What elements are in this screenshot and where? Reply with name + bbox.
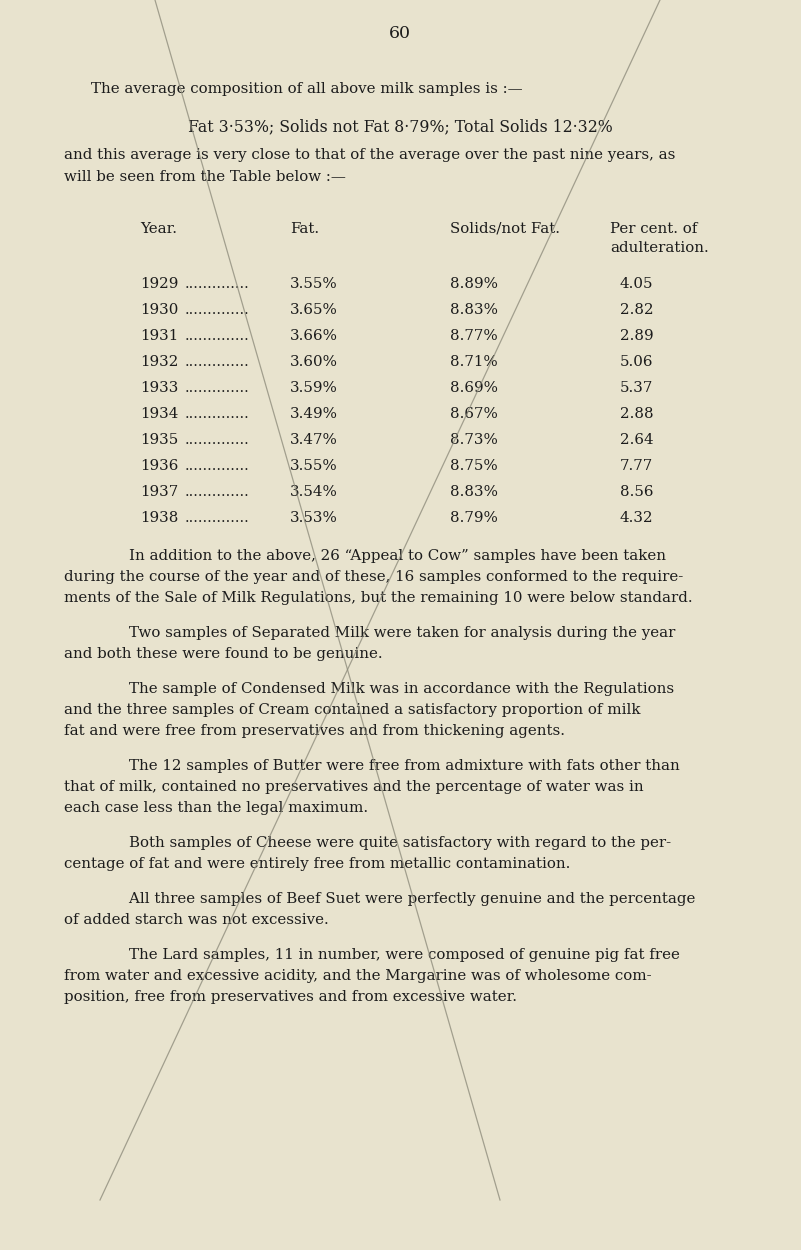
Text: each case less than the legal maximum.: each case less than the legal maximum. — [64, 801, 368, 815]
Text: that of milk, contained no preservatives and the percentage of water was in: that of milk, contained no preservatives… — [64, 780, 644, 794]
Text: 1934: 1934 — [140, 408, 179, 421]
Text: Both samples of Cheese were quite satisfactory with regard to the per-: Both samples of Cheese were quite satisf… — [110, 836, 671, 850]
Text: The sample of Condensed Milk was in accordance with the Regulations: The sample of Condensed Milk was in acco… — [110, 682, 674, 696]
Text: 60: 60 — [389, 25, 411, 42]
Text: 2.89: 2.89 — [620, 329, 654, 342]
Text: 8.89%: 8.89% — [450, 278, 498, 291]
Text: 8.69%: 8.69% — [450, 381, 498, 395]
Text: Two samples of Separated Milk were taken for analysis during the year: Two samples of Separated Milk were taken… — [110, 626, 675, 640]
Text: 8.73%: 8.73% — [450, 432, 498, 447]
Text: 7.77: 7.77 — [620, 459, 654, 472]
Text: 3.49%: 3.49% — [290, 408, 338, 421]
Text: 1937: 1937 — [140, 485, 179, 499]
Text: 1938: 1938 — [140, 511, 179, 525]
Text: fat and were free from preservatives and from thickening agents.: fat and were free from preservatives and… — [64, 724, 565, 738]
Text: ..............: .............. — [185, 278, 250, 291]
Text: 3.55%: 3.55% — [290, 278, 338, 291]
Text: 8.67%: 8.67% — [450, 408, 498, 421]
Text: Year.: Year. — [140, 222, 177, 236]
Text: 8.77%: 8.77% — [450, 329, 497, 342]
Text: 1929: 1929 — [140, 278, 179, 291]
Text: The Lard samples, 11 in number, were composed of genuine pig fat free: The Lard samples, 11 in number, were com… — [110, 948, 680, 962]
Text: ..............: .............. — [185, 511, 250, 525]
Text: 1931: 1931 — [140, 329, 179, 342]
Text: ..............: .............. — [185, 302, 250, 318]
Text: 8.71%: 8.71% — [450, 355, 497, 369]
Text: ..............: .............. — [185, 355, 250, 369]
Text: 8.83%: 8.83% — [450, 485, 498, 499]
Text: 5.37: 5.37 — [620, 381, 654, 395]
Text: 3.55%: 3.55% — [290, 459, 338, 472]
Text: ..............: .............. — [185, 432, 250, 447]
Text: 1935: 1935 — [140, 432, 179, 447]
Text: 4.32: 4.32 — [620, 511, 654, 525]
Text: Solids/not Fat.: Solids/not Fat. — [450, 222, 560, 236]
Text: adulteration.: adulteration. — [610, 241, 709, 255]
Text: 3.65%: 3.65% — [290, 302, 338, 318]
Text: 3.59%: 3.59% — [290, 381, 338, 395]
Text: 8.79%: 8.79% — [450, 511, 498, 525]
Text: of added starch was not excessive.: of added starch was not excessive. — [64, 912, 328, 928]
Text: will be seen from the Table below :—: will be seen from the Table below :— — [64, 170, 346, 184]
Text: 2.82: 2.82 — [620, 302, 654, 318]
Text: The average composition of all above milk samples is :—: The average composition of all above mil… — [91, 82, 522, 96]
Text: during the course of the year and of these, 16 samples conformed to the require-: during the course of the year and of the… — [64, 570, 683, 584]
Text: ..............: .............. — [185, 381, 250, 395]
Text: ..............: .............. — [185, 459, 250, 472]
Text: Fat.: Fat. — [290, 222, 319, 236]
Text: 4.05: 4.05 — [620, 278, 654, 291]
Text: ..............: .............. — [185, 329, 250, 342]
Text: 1933: 1933 — [140, 381, 179, 395]
Text: 3.53%: 3.53% — [290, 511, 338, 525]
Text: position, free from preservatives and from excessive water.: position, free from preservatives and fr… — [64, 990, 517, 1004]
Text: 1932: 1932 — [140, 355, 179, 369]
Text: 3.60%: 3.60% — [290, 355, 338, 369]
Text: Fat 3·53%; Solids not Fat 8·79%; Total Solids 12·32%: Fat 3·53%; Solids not Fat 8·79%; Total S… — [187, 118, 613, 135]
Text: 8.75%: 8.75% — [450, 459, 497, 472]
Text: ..............: .............. — [185, 408, 250, 421]
Text: from water and excessive acidity, and the Margarine was of wholesome com-: from water and excessive acidity, and th… — [64, 969, 652, 982]
Text: and this average is very close to that of the average over the past nine years, : and this average is very close to that o… — [64, 148, 675, 162]
Text: 8.83%: 8.83% — [450, 302, 498, 318]
Text: 5.06: 5.06 — [620, 355, 654, 369]
Text: 1936: 1936 — [140, 459, 179, 472]
Text: 3.66%: 3.66% — [290, 329, 338, 342]
Text: The 12 samples of Butter were free from admixture with fats other than: The 12 samples of Butter were free from … — [110, 759, 680, 772]
Text: 1930: 1930 — [140, 302, 179, 318]
Text: ..............: .............. — [185, 485, 250, 499]
Text: 8.56: 8.56 — [620, 485, 654, 499]
Text: 3.47%: 3.47% — [290, 432, 338, 447]
Text: 2.64: 2.64 — [620, 432, 654, 447]
Text: 3.54%: 3.54% — [290, 485, 338, 499]
Text: All three samples of Beef Suet were perfectly genuine and the percentage: All three samples of Beef Suet were perf… — [110, 892, 695, 906]
Text: Per cent. of: Per cent. of — [610, 222, 698, 236]
Text: ments of the Sale of Milk Regulations, but the remaining 10 were below standard.: ments of the Sale of Milk Regulations, b… — [64, 591, 693, 605]
Text: In addition to the above, 26 “Appeal to Cow” samples have been taken: In addition to the above, 26 “Appeal to … — [110, 549, 666, 562]
Text: 2.88: 2.88 — [620, 408, 654, 421]
Text: centage of fat and were entirely free from metallic contamination.: centage of fat and were entirely free fr… — [64, 858, 570, 871]
Text: and both these were found to be genuine.: and both these were found to be genuine. — [64, 648, 383, 661]
Text: and the three samples of Cream contained a satisfactory proportion of milk: and the three samples of Cream contained… — [64, 703, 641, 718]
